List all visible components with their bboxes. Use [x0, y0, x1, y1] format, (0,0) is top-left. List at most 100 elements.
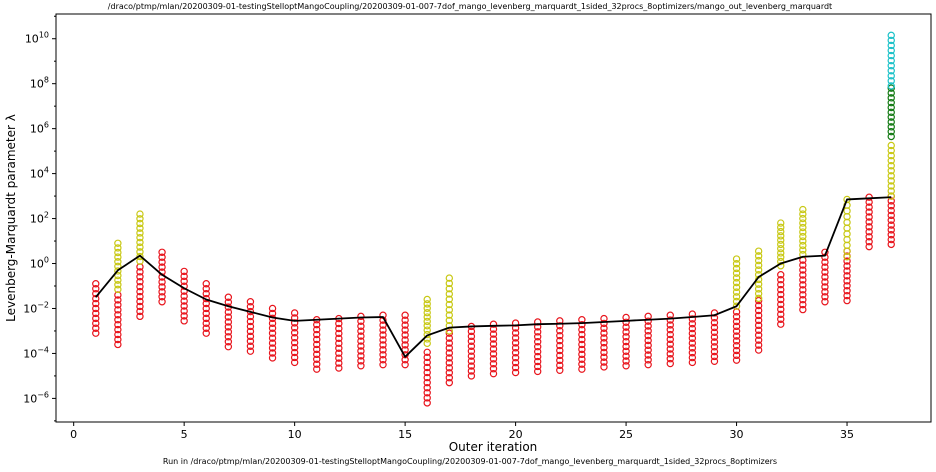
red-marker	[224, 318, 233, 326]
red-marker	[489, 360, 498, 368]
red-marker	[467, 372, 476, 380]
red-marker	[158, 258, 166, 266]
red-marker	[423, 348, 431, 357]
yellow-marker	[887, 151, 895, 160]
red-marker	[887, 235, 895, 244]
red-marker	[401, 341, 409, 349]
red-marker	[754, 341, 763, 349]
yellow-marker	[423, 304, 431, 312]
red-marker	[202, 289, 210, 298]
yellow-marker	[887, 141, 895, 150]
red-marker	[799, 291, 807, 299]
yellow-marker	[799, 219, 807, 227]
red-marker	[180, 267, 188, 276]
red-marker	[754, 311, 763, 320]
red-marker	[335, 339, 343, 348]
cyan-marker	[887, 31, 895, 40]
yellow-marker	[754, 247, 763, 255]
x-tick-label: 0	[70, 428, 77, 441]
red-marker	[666, 340, 674, 348]
red-marker	[158, 283, 166, 291]
red-marker	[136, 292, 144, 301]
yellow-marker	[754, 289, 763, 298]
cyan-marker	[887, 72, 895, 80]
red-marker	[843, 291, 851, 300]
red-marker	[180, 312, 188, 320]
red-marker	[246, 342, 255, 350]
red-marker	[887, 231, 895, 239]
red-marker	[136, 297, 144, 306]
red-marker	[379, 326, 387, 334]
yellow-marker	[114, 258, 122, 266]
red-marker	[600, 353, 608, 361]
yellow-marker	[136, 252, 144, 261]
yellow-marker	[732, 255, 741, 263]
red-marker	[290, 319, 299, 327]
red-marker	[556, 346, 564, 355]
red-marker	[268, 319, 277, 328]
red-marker	[313, 360, 321, 368]
red-marker	[799, 281, 807, 289]
red-marker	[754, 296, 763, 305]
red-marker	[865, 223, 873, 231]
red-marker	[821, 268, 829, 276]
cyan-marker	[887, 77, 895, 85]
red-marker	[644, 356, 652, 364]
red-marker	[401, 321, 409, 329]
red-marker	[799, 305, 807, 314]
red-marker	[423, 363, 431, 372]
red-marker	[489, 320, 498, 328]
red-marker	[600, 319, 608, 328]
red-marker	[556, 351, 564, 360]
red-marker	[821, 288, 829, 296]
yellow-marker	[114, 271, 122, 280]
yellow-marker	[136, 229, 144, 237]
red-marker	[357, 327, 365, 335]
red-marker	[202, 309, 210, 318]
red-marker	[688, 358, 697, 367]
x-tick-label: 20	[509, 428, 523, 441]
red-marker	[578, 345, 586, 354]
cyan-marker	[887, 61, 895, 70]
red-marker	[533, 357, 542, 366]
red-marker	[533, 347, 542, 356]
yellow-marker	[887, 146, 895, 155]
red-marker	[136, 302, 144, 311]
yellow-marker	[777, 240, 785, 249]
red-marker	[158, 248, 166, 256]
red-marker	[666, 350, 674, 358]
red-marker	[666, 330, 674, 339]
yellow-marker	[887, 182, 895, 190]
yellow-marker	[777, 236, 785, 244]
red-marker	[114, 316, 122, 324]
red-marker	[136, 282, 144, 291]
red-marker	[290, 353, 299, 362]
red-marker	[467, 352, 476, 360]
red-marker	[445, 339, 454, 347]
yellow-marker	[799, 205, 807, 214]
red-marker	[180, 302, 188, 310]
red-marker	[821, 278, 829, 286]
yellow-marker	[114, 253, 122, 261]
red-marker	[644, 346, 652, 354]
yellow-marker	[799, 214, 807, 223]
red-marker	[578, 330, 586, 339]
red-marker	[666, 316, 674, 324]
red-marker	[865, 208, 873, 216]
red-marker	[445, 349, 454, 357]
red-marker	[445, 344, 454, 352]
red-marker	[600, 329, 608, 337]
red-marker	[335, 329, 343, 338]
red-marker	[379, 341, 387, 349]
red-marker	[799, 286, 807, 294]
red-marker	[180, 317, 188, 325]
red-marker	[290, 338, 299, 347]
red-marker	[290, 334, 299, 342]
red-marker	[777, 320, 785, 328]
red-marker	[313, 345, 321, 354]
x-axis-label: Outer iteration	[449, 440, 538, 454]
red-marker	[268, 349, 277, 357]
red-marker	[202, 314, 210, 323]
yellow-marker	[777, 257, 785, 266]
yellow-marker	[754, 280, 763, 288]
